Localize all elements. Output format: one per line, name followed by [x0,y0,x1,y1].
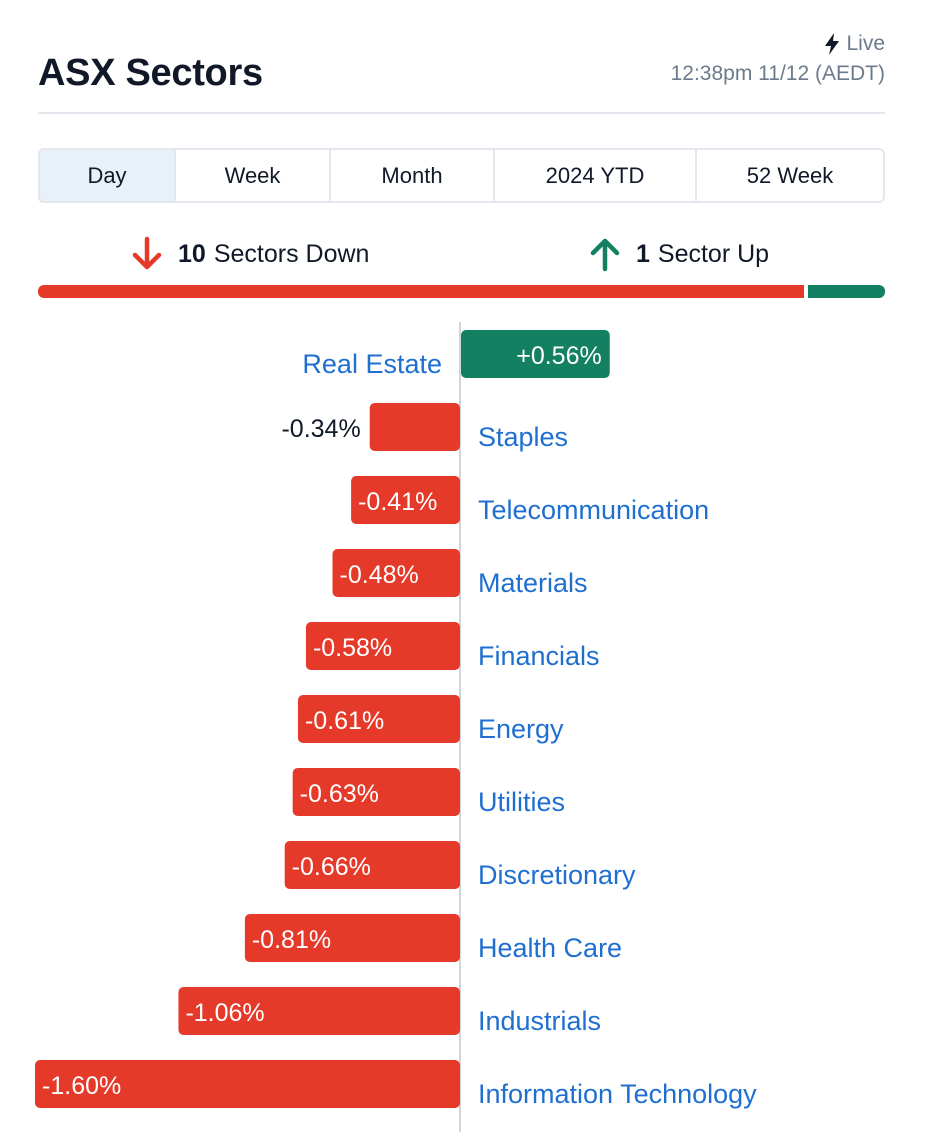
value-label: -0.34% [281,415,360,443]
value-label: -1.60% [42,1072,121,1100]
bar-discretionary[interactable] [284,841,460,889]
tab-52-week[interactable]: 52 Week [746,162,834,188]
bar-information-technology[interactable] [35,1060,460,1108]
bar-telecommunication[interactable] [351,476,460,524]
bar-health-care[interactable] [244,914,460,962]
sector-ratio-bar [38,285,885,298]
ratio-bar-down [38,285,804,298]
tab-day[interactable]: Day [40,150,176,201]
live-label: Live [846,32,885,55]
lightning-icon [825,33,840,55]
bar-energy[interactable] [297,695,460,743]
value-label: -0.66% [292,853,371,881]
arrow-up-icon [590,238,620,272]
value-label: -0.48% [340,561,419,589]
sectors-down-text: Sectors Down [213,239,370,268]
sectors-down-summary: 10 Sectors Down [130,232,369,276]
sector-label[interactable]: Financials [478,641,600,671]
sector-label[interactable]: Industrials [478,1006,601,1036]
sectors-up-summary: 1 Sector Up [588,232,769,276]
arrow-down-icon [132,236,162,270]
value-label: -0.63% [300,780,379,808]
sector-label[interactable]: Real Estate [302,349,442,379]
sectors-down-count: 10 [178,239,206,268]
bar-industrials[interactable] [178,987,461,1035]
sector-label[interactable]: Energy [478,714,564,744]
sector-label[interactable]: Health Care [478,933,622,963]
sector-label[interactable]: Staples [478,422,568,452]
live-indicator: Live [824,32,885,56]
value-label: -0.61% [305,707,384,735]
sectors-up-count: 1 [636,239,650,268]
sector-label[interactable]: Materials [478,568,588,598]
value-label: -0.41% [358,488,437,516]
sectors-up-text: Sector Up [657,239,770,268]
value-label: -1.06% [185,999,264,1027]
bar-staples[interactable] [369,403,460,451]
bar-real-estate[interactable] [461,330,610,378]
value-label: +0.56% [516,342,602,370]
header: ASX Sectors Live 12:38pm 11/12 (AEDT) [38,28,885,114]
sector-label[interactable]: Information Technology [478,1079,757,1109]
value-label: -0.58% [313,634,392,662]
timestamp: 12:38pm 11/12 (AEDT) [670,62,885,85]
tab-month[interactable]: Month [331,150,495,201]
value-label: -0.81% [252,926,331,954]
tab-2024-ytd[interactable]: 2024 YTD [495,150,697,201]
page-title: ASX Sectors [38,52,263,94]
ratio-bar-up [808,285,885,298]
tab-week[interactable]: Week [176,150,331,201]
sector-label[interactable]: Discretionary [478,860,636,890]
sector-label[interactable]: Utilities [478,787,565,817]
sector-label[interactable]: Telecommunication [478,495,709,525]
bar-financials[interactable] [305,622,460,670]
bar-utilities[interactable] [292,768,460,816]
bar-materials[interactable] [332,549,460,597]
period-tabs: Day Week Month 2024 YTD 52 Week [38,148,885,203]
